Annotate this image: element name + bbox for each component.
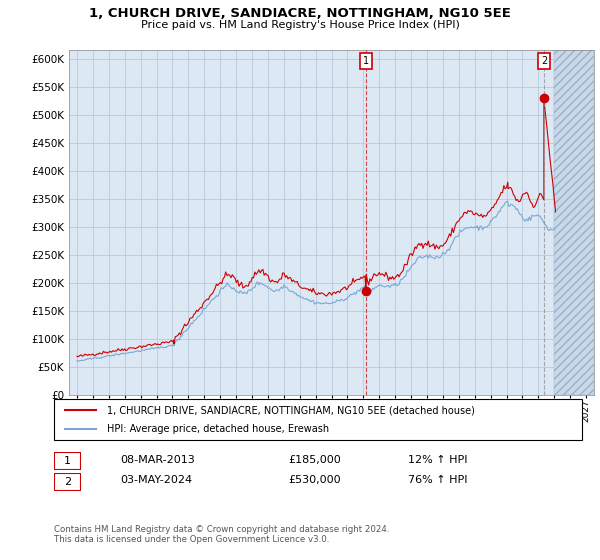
Bar: [554, 50, 594, 395]
Text: HPI: Average price, detached house, Erewash: HPI: Average price, detached house, Erew…: [107, 424, 329, 433]
FancyBboxPatch shape: [54, 473, 81, 491]
Text: 03-MAY-2024: 03-MAY-2024: [120, 475, 192, 486]
Text: 12% ↑ HPI: 12% ↑ HPI: [408, 455, 467, 465]
Text: 2: 2: [64, 477, 71, 487]
Text: 1, CHURCH DRIVE, SANDIACRE, NOTTINGHAM, NG10 5EE: 1, CHURCH DRIVE, SANDIACRE, NOTTINGHAM, …: [89, 7, 511, 20]
Text: 2: 2: [541, 56, 547, 66]
FancyBboxPatch shape: [54, 452, 81, 470]
Text: 1: 1: [363, 56, 369, 66]
Text: 1: 1: [64, 456, 71, 466]
Text: Price paid vs. HM Land Registry's House Price Index (HPI): Price paid vs. HM Land Registry's House …: [140, 20, 460, 30]
FancyBboxPatch shape: [54, 399, 582, 440]
Text: £185,000: £185,000: [288, 455, 341, 465]
Text: 1, CHURCH DRIVE, SANDIACRE, NOTTINGHAM, NG10 5EE (detached house): 1, CHURCH DRIVE, SANDIACRE, NOTTINGHAM, …: [107, 405, 475, 415]
Text: £530,000: £530,000: [288, 475, 341, 486]
Bar: [554, 50, 594, 395]
Text: 76% ↑ HPI: 76% ↑ HPI: [408, 475, 467, 486]
Text: 08-MAR-2013: 08-MAR-2013: [120, 455, 195, 465]
Text: Contains HM Land Registry data © Crown copyright and database right 2024.: Contains HM Land Registry data © Crown c…: [54, 525, 389, 534]
Text: This data is licensed under the Open Government Licence v3.0.: This data is licensed under the Open Gov…: [54, 535, 329, 544]
